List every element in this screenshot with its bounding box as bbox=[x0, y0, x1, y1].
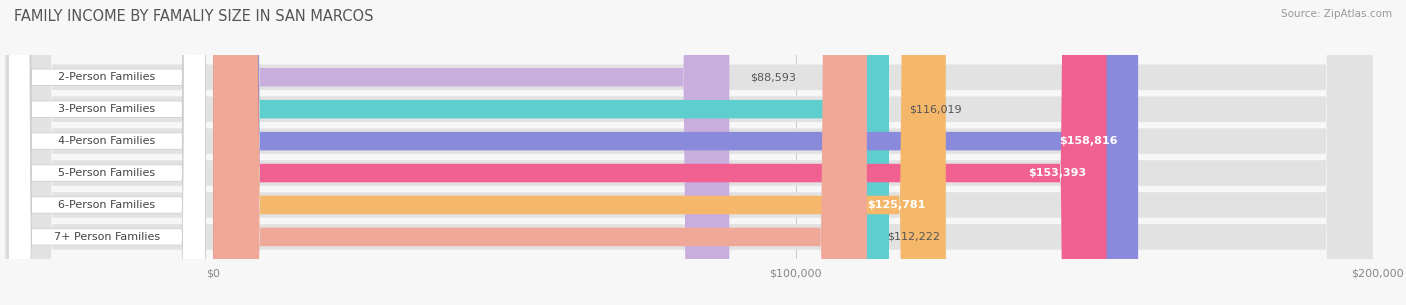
FancyBboxPatch shape bbox=[214, 0, 946, 305]
Text: FAMILY INCOME BY FAMALIY SIZE IN SAN MARCOS: FAMILY INCOME BY FAMALIY SIZE IN SAN MAR… bbox=[14, 9, 374, 24]
Text: $116,019: $116,019 bbox=[910, 104, 962, 114]
Text: $153,393: $153,393 bbox=[1028, 168, 1087, 178]
Text: 7+ Person Families: 7+ Person Families bbox=[53, 232, 160, 242]
Text: $158,816: $158,816 bbox=[1059, 136, 1118, 146]
FancyBboxPatch shape bbox=[214, 0, 1107, 305]
FancyBboxPatch shape bbox=[6, 0, 1372, 305]
FancyBboxPatch shape bbox=[6, 0, 1372, 305]
Text: Source: ZipAtlas.com: Source: ZipAtlas.com bbox=[1281, 9, 1392, 19]
Text: 5-Person Families: 5-Person Families bbox=[58, 168, 155, 178]
Text: $125,781: $125,781 bbox=[868, 200, 925, 210]
Text: 6-Person Families: 6-Person Families bbox=[58, 200, 155, 210]
FancyBboxPatch shape bbox=[8, 0, 205, 305]
FancyBboxPatch shape bbox=[8, 0, 205, 305]
FancyBboxPatch shape bbox=[6, 0, 1372, 305]
FancyBboxPatch shape bbox=[8, 0, 205, 305]
Text: 4-Person Families: 4-Person Families bbox=[58, 136, 156, 146]
FancyBboxPatch shape bbox=[6, 0, 1372, 305]
FancyBboxPatch shape bbox=[214, 0, 889, 305]
FancyBboxPatch shape bbox=[214, 0, 730, 305]
FancyBboxPatch shape bbox=[8, 0, 205, 305]
FancyBboxPatch shape bbox=[8, 0, 205, 305]
FancyBboxPatch shape bbox=[6, 0, 1372, 305]
Text: $112,222: $112,222 bbox=[887, 232, 941, 242]
Text: 3-Person Families: 3-Person Families bbox=[58, 104, 155, 114]
Text: $88,593: $88,593 bbox=[749, 72, 796, 82]
FancyBboxPatch shape bbox=[6, 0, 1372, 305]
FancyBboxPatch shape bbox=[214, 0, 868, 305]
FancyBboxPatch shape bbox=[214, 0, 1137, 305]
FancyBboxPatch shape bbox=[8, 0, 205, 305]
Text: 2-Person Families: 2-Person Families bbox=[58, 72, 156, 82]
